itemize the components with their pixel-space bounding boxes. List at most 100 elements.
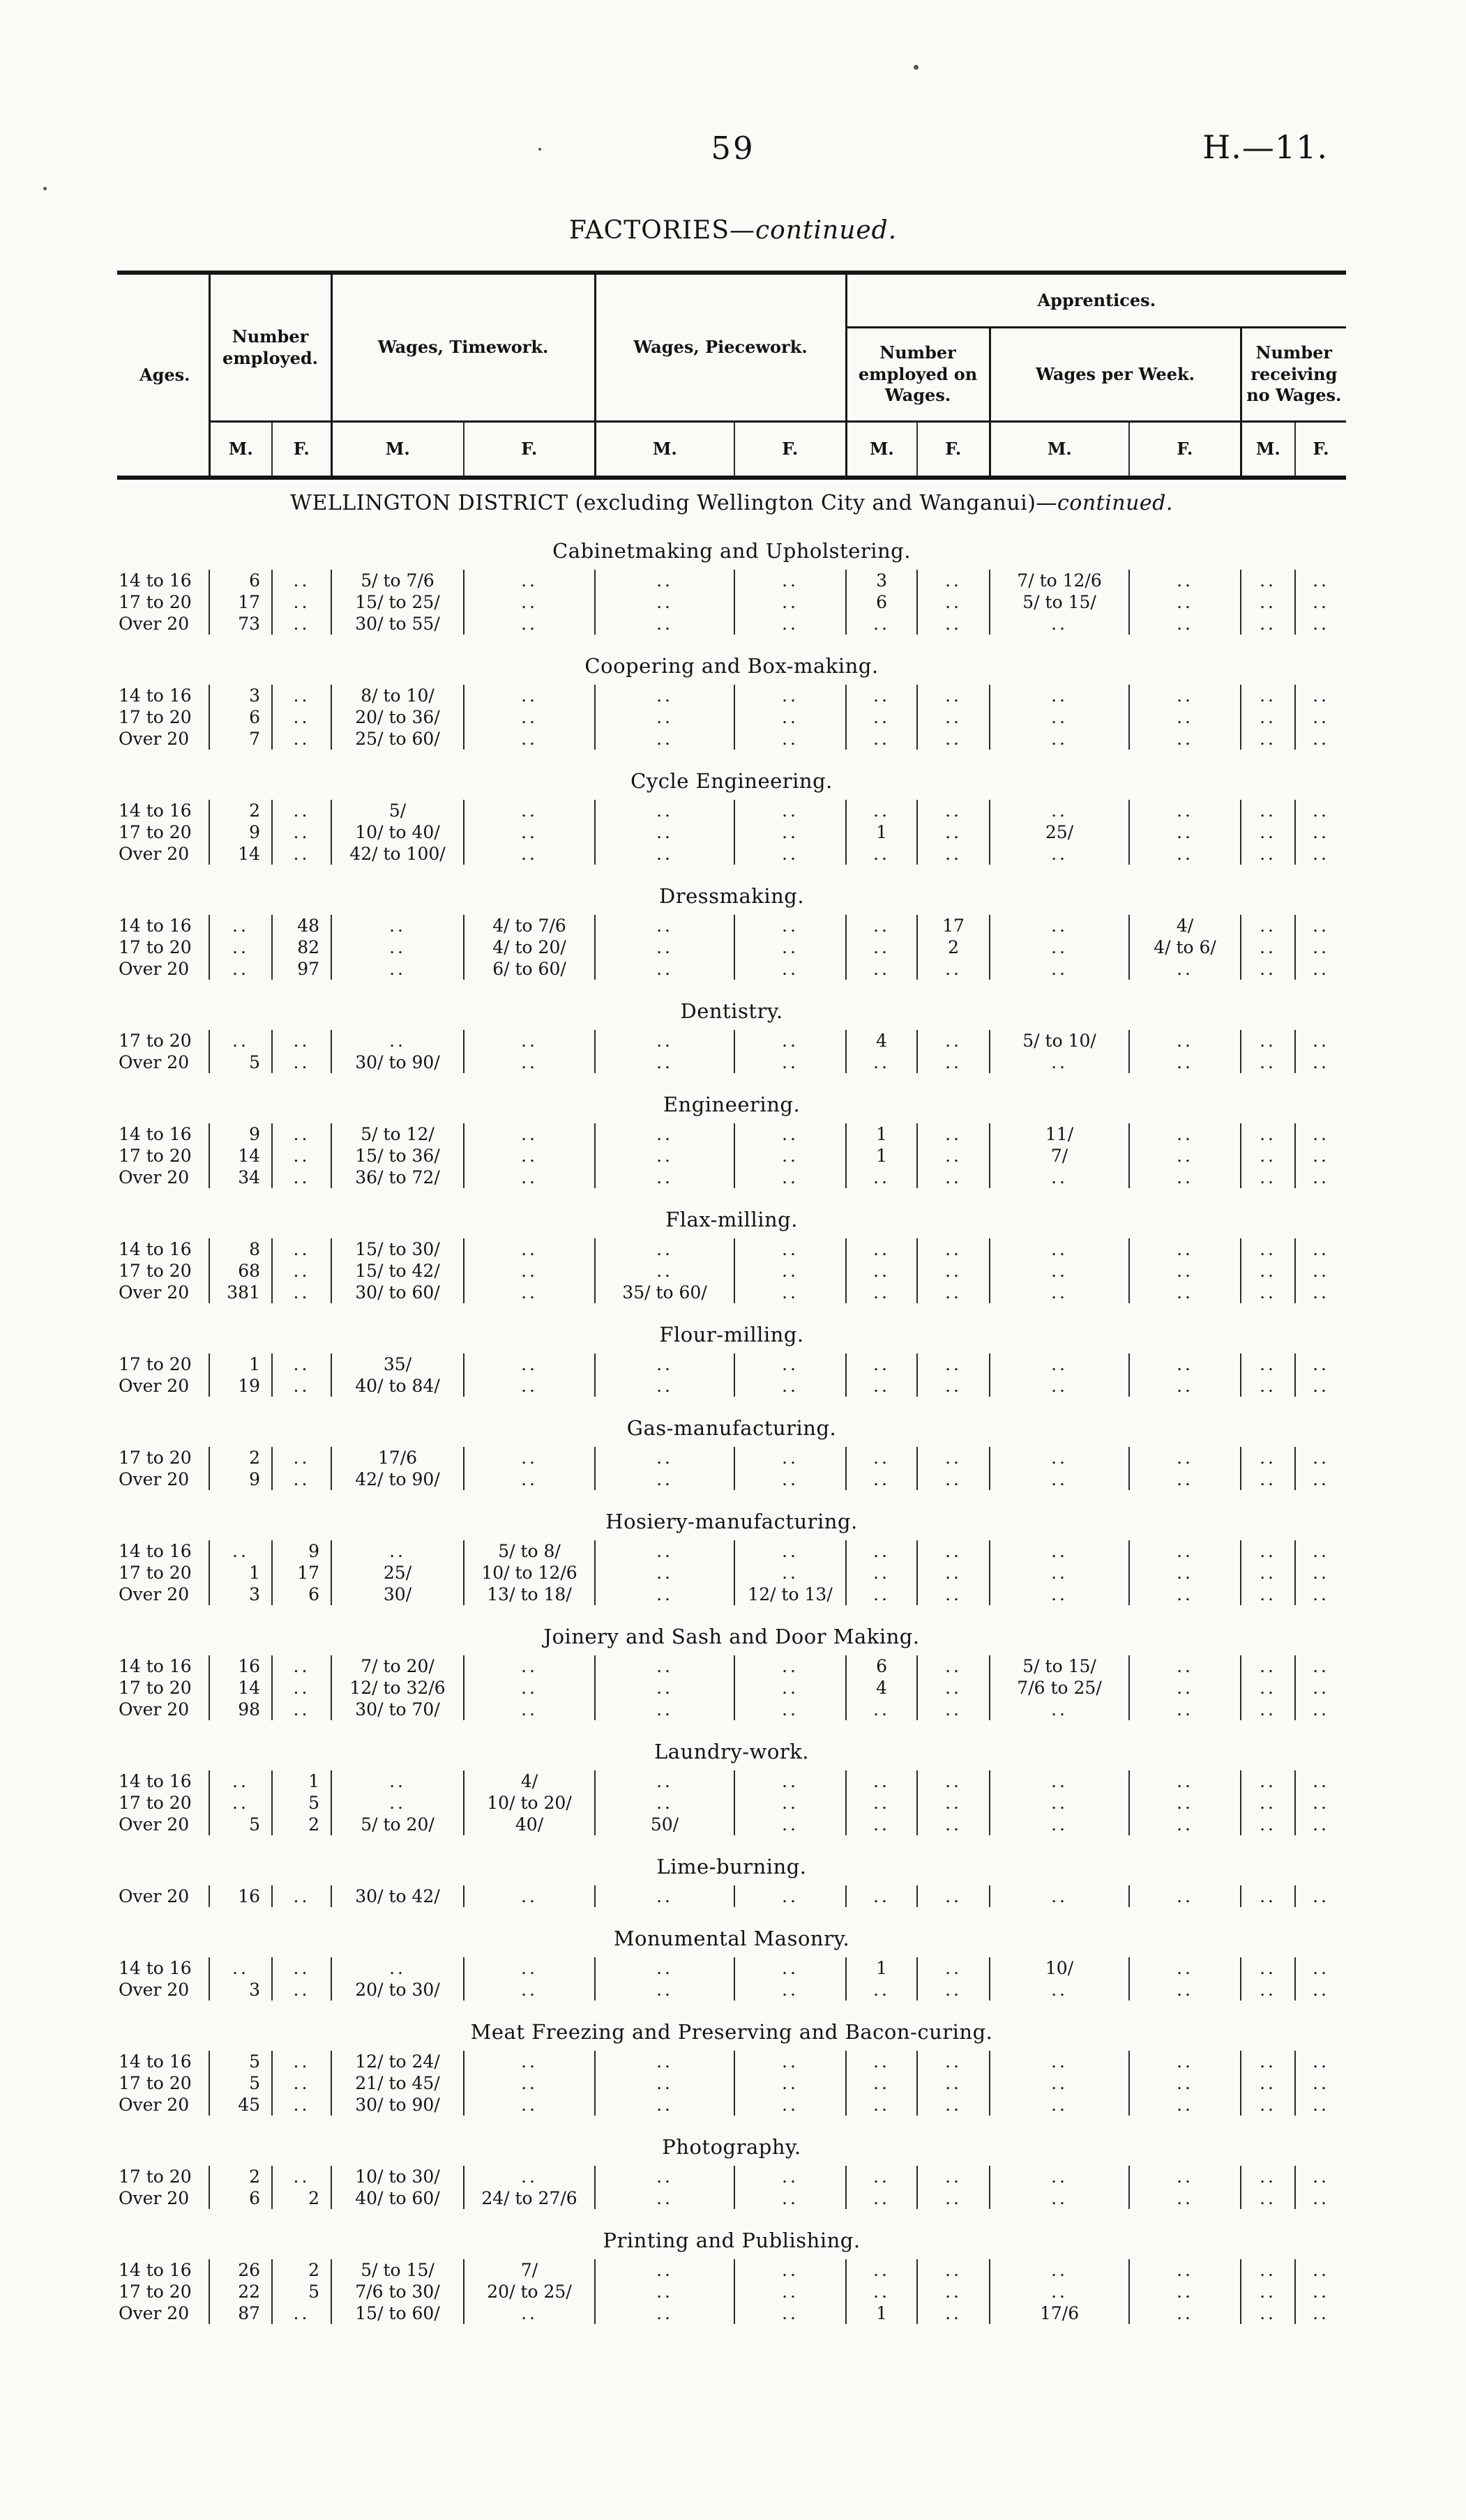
data-cell: ..: [734, 2281, 847, 2302]
subheader-no-wages-f: F.: [1294, 420, 1347, 478]
section-title: Dentistry.: [680, 999, 783, 1023]
table-row: 14 to 16 9.. 5/ to 12/...... 1.. 11/......: [117, 1123, 1347, 1145]
data-cell: ..: [271, 1145, 332, 1167]
table-row: Over 20 5 2 5/ to 20/40/50/..............: [117, 1814, 1347, 1835]
data-cell: ..: [734, 1655, 847, 1677]
data-cell: ..: [594, 2302, 735, 2324]
data-cell: 4/ to 20/: [463, 936, 596, 958]
data-cell: ..: [734, 570, 847, 591]
data-cell: ..: [734, 1145, 847, 1167]
subheader-app-employed-m: M.: [845, 420, 918, 478]
table-row: 14 to 16 26 2 5/ to 15/7/................: [117, 2259, 1347, 2281]
data-cell: ..: [1128, 1814, 1241, 1835]
data-cell: ..: [271, 2094, 332, 2116]
table-title-continued: continued.: [755, 216, 898, 245]
data-cell: ..: [1240, 2094, 1296, 2116]
data-cell: ..: [734, 1447, 847, 1468]
data-cell: ..: [1128, 843, 1241, 865]
data-cell: ..: [271, 2166, 332, 2187]
data-cell: ..: [1240, 1375, 1296, 1397]
data-cell: ..: [734, 958, 847, 980]
table-row: 17 to 20 2.. 17/6..................: [117, 1447, 1347, 1468]
data-cell: ..: [463, 1145, 596, 1167]
data-cell: ..: [916, 570, 990, 591]
data-cell: ..: [916, 1145, 990, 1167]
data-cell: ..: [845, 1260, 918, 1282]
header-wages-piecework: Wages, Piecework.: [594, 273, 847, 422]
data-cell: 20/ to 25/: [463, 2281, 596, 2302]
table-row: 17 to 20.. 82.. 4/ to 20/...... 2.. 4/ to 6/…: [117, 936, 1347, 958]
data-cell: ..: [989, 1979, 1130, 2001]
data-cell: 1: [209, 1562, 272, 1584]
age-cell: 17 to 20: [119, 1448, 192, 1468]
data-cell: ..: [331, 958, 464, 980]
data-cell: ..: [916, 613, 990, 635]
data-cell: 7/ to 12/6: [989, 570, 1130, 591]
factories-table: Ages. Number employed. Wages, Timework. …: [117, 271, 1347, 2324]
data-cell: ..: [734, 1353, 847, 1375]
data-cell: ..: [594, 1957, 735, 1979]
data-cell: ..: [1240, 1677, 1296, 1699]
subheader-timework-f: F.: [463, 420, 596, 478]
data-cell: 14: [209, 1677, 272, 1699]
table-row: Over 20 3 6 30/13/ to 18/.. 12/ to 13/......…: [117, 1584, 1347, 1605]
data-cell: ..: [1240, 821, 1296, 843]
data-cell: 34: [209, 1167, 272, 1188]
data-cell: ..: [734, 1282, 847, 1303]
data-cell: 2: [271, 1814, 332, 1835]
data-cell: 36/ to 72/: [331, 1167, 464, 1188]
data-cell: ..: [916, 1814, 990, 1835]
data-cell: ..: [845, 1540, 918, 1562]
data-cell: ..: [734, 1468, 847, 1490]
data-cell: 7/ to 20/: [331, 1655, 464, 1677]
data-cell: ..: [271, 2051, 332, 2072]
data-cell: ..: [1294, 936, 1347, 958]
data-cell: ..: [1128, 613, 1241, 635]
data-cell: ..: [734, 936, 847, 958]
header-apprentices-no-wages: Number receiving no Wages.: [1239, 327, 1347, 422]
section-title-row: Coopering and Box-making.: [117, 635, 1346, 685]
section-title: Flour-milling.: [659, 1323, 804, 1346]
data-cell: ..: [1294, 2094, 1347, 2116]
data-cell: 25/: [989, 821, 1130, 843]
data-cell: ..: [845, 1353, 918, 1375]
data-cell: 12/ to 24/: [331, 2051, 464, 2072]
table-row: Over 20 7.. 25/ to 60/..................: [117, 728, 1347, 750]
data-cell: ..: [463, 1447, 596, 1468]
data-cell: ..: [1294, 728, 1347, 750]
section-title: Cycle Engineering.: [630, 769, 833, 793]
data-cell: ..: [594, 613, 735, 635]
age-cell: 14 to 16: [119, 1239, 192, 1259]
data-cell: 9: [209, 1468, 272, 1490]
data-cell: ..: [271, 2072, 332, 2094]
data-cell: 10/ to 20/: [463, 1792, 596, 1814]
data-cell: ..: [734, 1238, 847, 1260]
table-title-main: FACTORIES—: [568, 216, 755, 245]
data-cell: 1: [845, 1957, 918, 1979]
data-cell: ..: [734, 821, 847, 843]
table-row: 17 to 20 17.. 15/ to 25/...... 6.. 5/ to 15/…: [117, 591, 1347, 613]
data-cell: ..: [916, 1770, 990, 1792]
data-cell: 5/ to 10/: [989, 1030, 1130, 1052]
age-cell: 17 to 20: [119, 2282, 192, 2302]
data-cell: ..: [1128, 1375, 1241, 1397]
age-cell: Over 20: [119, 2303, 190, 2323]
header-number-employed: Number employed.: [208, 273, 332, 422]
table-row: 17 to 20 9.. 10/ to 40/...... 1.. 25/......: [117, 821, 1347, 843]
table-row: Over 20 19.. 40/ to 84/..................: [117, 1375, 1347, 1397]
data-cell: ..: [845, 1447, 918, 1468]
data-cell: ..: [1128, 1699, 1241, 1720]
data-cell: 2: [209, 1447, 272, 1468]
table-body: WELLINGTON DISTRICT (excluding Wellingto…: [117, 478, 1347, 2324]
section-title-row: Engineering.: [117, 1073, 1346, 1123]
data-cell: ..: [271, 1030, 332, 1052]
data-cell: 5: [271, 1792, 332, 1814]
data-cell: 4: [845, 1677, 918, 1699]
table-row: Over 20 34.. 36/ to 72/..................: [117, 1167, 1347, 1188]
data-cell: ..: [209, 1770, 272, 1792]
data-cell: ..: [916, 2094, 990, 2116]
data-cell: ..: [734, 1540, 847, 1562]
data-cell: ..: [1240, 728, 1296, 750]
data-cell: 6: [209, 2187, 272, 2209]
data-cell: 3: [209, 685, 272, 706]
